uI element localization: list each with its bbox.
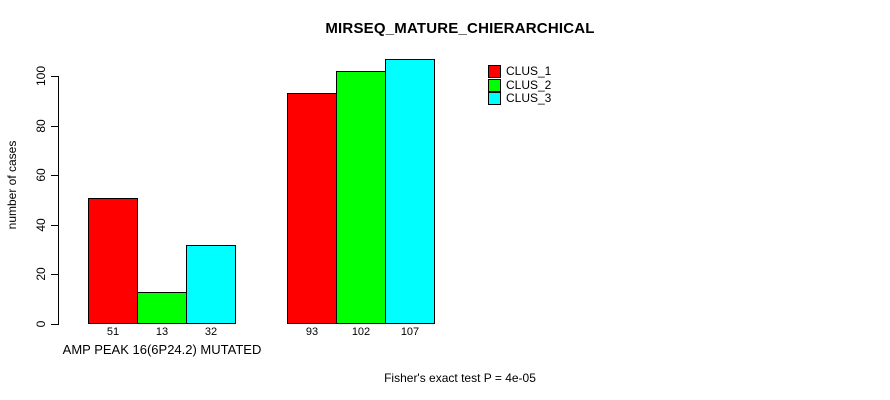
- y-axis-line: [58, 76, 59, 325]
- bar-CLUS_2-group1: [137, 291, 187, 324]
- legend: CLUS_1 CLUS_2 CLUS_3: [488, 65, 551, 105]
- bar-CLUS_1-group1: [88, 197, 138, 324]
- y-tick-label: 0: [34, 320, 48, 328]
- y-tick-label: 80: [34, 118, 48, 133]
- bar-value-label: 13: [155, 326, 169, 338]
- y-tick-label: 40: [34, 218, 48, 232]
- y-tick: [51, 224, 58, 226]
- x-category-label: AMP PEAK 16(6P24.2) MUTATED: [62, 342, 262, 357]
- y-tick-label: 60: [34, 168, 48, 182]
- legend-swatch-CLUS_2: [488, 78, 501, 92]
- bar-CLUS_3-group2: [385, 58, 435, 324]
- legend-swatch-CLUS_1: [488, 65, 501, 79]
- bar-CLUS_1-group2: [287, 93, 337, 324]
- y-tick: [51, 324, 58, 325]
- bar-value-label: 93: [305, 326, 319, 338]
- y-tick-label: 20: [34, 267, 48, 282]
- bar-CLUS_2-group2: [336, 71, 386, 324]
- y-tick: [51, 274, 58, 276]
- legend-label-CLUS_3: CLUS_3: [506, 90, 552, 105]
- legend-item-CLUS_3: CLUS_3: [488, 90, 552, 105]
- y-tick: [51, 175, 58, 177]
- bar-value-label: 102: [351, 326, 371, 338]
- y-tick-label: 100: [34, 65, 48, 87]
- y-tick: [51, 125, 58, 127]
- bar-value-label: 32: [204, 326, 218, 338]
- legend-label-CLUS_2: CLUS_2: [506, 77, 552, 92]
- chart-title: MIRSEQ_MATURE_CHIERARCHICAL: [325, 20, 595, 37]
- bar-CLUS_3-group1: [186, 244, 236, 324]
- legend-label-CLUS_1: CLUS_1: [506, 64, 552, 79]
- legend-item-CLUS_1: CLUS_1: [488, 64, 552, 79]
- legend-swatch-CLUS_3: [488, 91, 501, 105]
- bar-value-label: 107: [400, 326, 420, 338]
- bar-value-label: 51: [106, 326, 120, 338]
- y-tick: [51, 76, 58, 77]
- annotation-fishers-test: Fisher's exact test P = 4e-05: [384, 371, 536, 385]
- legend-item-CLUS_2: CLUS_2: [488, 77, 552, 92]
